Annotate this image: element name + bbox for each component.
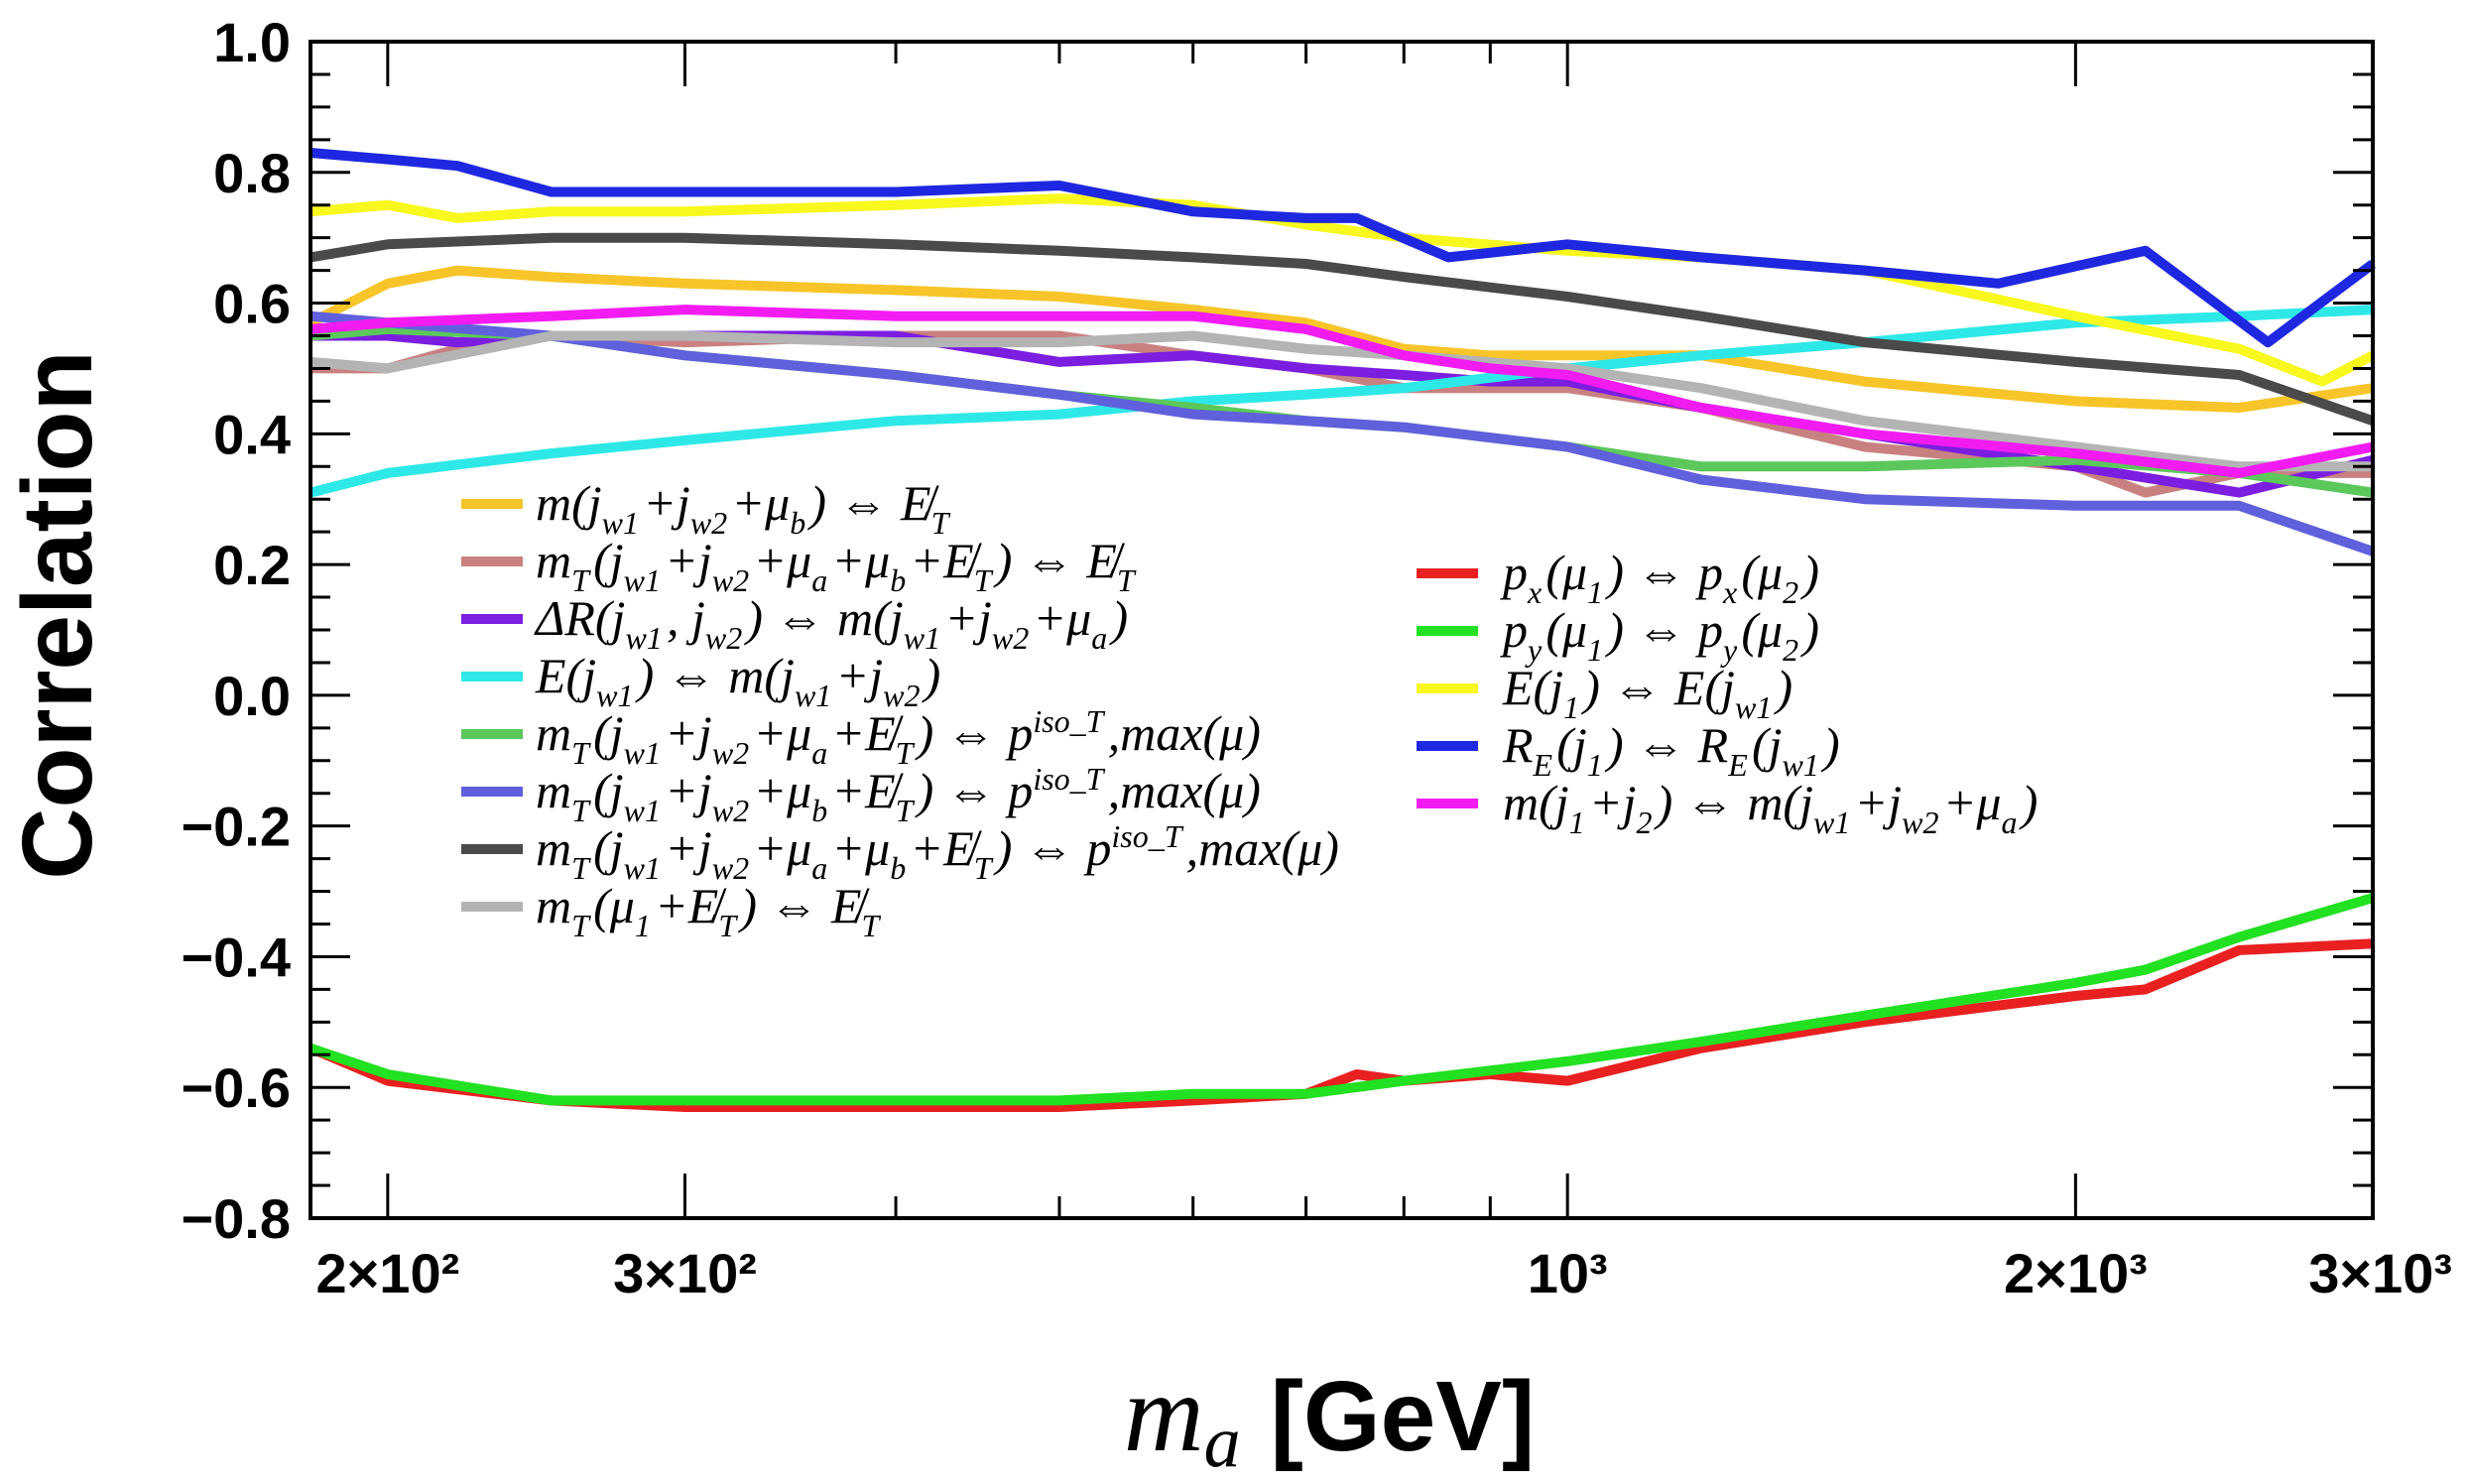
y-tick-label: −0.2 [181,796,291,858]
legend-label: m(jw1 +jw2 +μb ) ⇔ E̸T [536,475,953,541]
series-line-0 [308,265,2374,413]
legend-label: mT (jw1 +jw2 +μa +E̸T ) ⇔ piso_T ,max(μ) [536,703,1261,771]
axes-layer [309,40,2375,1220]
tick-labels: 1.0 0.8 0.6 0.4 0.2 0.0 −0.2 −0.4 −0.6 −0.8 2×10² 3… [181,11,2452,1304]
legend-label: E(j1 ) ⇔ E(jw1 ) [1502,660,1792,725]
y-tick-label: −0.4 [181,926,291,988]
y-tick-label: 0.2 [213,534,291,596]
legend-label: mT (jw1 +jw2 +μb +E̸T ) ⇔ piso_T ,max(μ) [536,761,1261,828]
legend-label: mT (jw1 +jw2 +μa +μb +E̸T ) ⇔ piso_T ,ma… [536,818,1339,886]
series-line-11 [309,148,2376,348]
y-axis-title: Correlation [2,350,113,879]
legend-label: RE (j1 ) ⇔ RE (jw1 ) [1502,717,1840,783]
y-tick-label: −0.6 [181,1056,291,1119]
legend-entry: E(jw1 ) ⇔ m(jw1 +jw2 ) [461,648,940,713]
x-tick-label: 3×10³ [2308,1242,2452,1304]
series-layer [308,148,2376,1112]
y-tick-label: 0.0 [213,665,291,727]
legend-entry: mT (jw1 +jw2 +μa +μb +E̸T ) ⇔ piso_T ,ma… [461,818,1339,886]
series-line-7 [309,330,2373,472]
y-tick-label: 1.0 [213,11,291,73]
x-axis-title: ma [GeV] [1124,1352,1536,1483]
legend-entry: RE (j1 ) ⇔ RE (jw1 ) [1417,717,1840,783]
legend-label: px (μ1 ) ⇔ px (μ2 ) [1500,545,1819,610]
legend-label: ΔR(jw1 , jw2 ) ⇔ m(jw1 +jw2 +μa ) [534,590,1128,656]
legend-label: m(j1 +j2 ) ⇔ m(jw1 +jw2 +μa ) [1503,775,2038,840]
legend-entry: ΔR(jw1 , jw2 ) ⇔ m(jw1 +jw2 +μa ) [461,590,1128,656]
series-line-5 [309,310,2375,556]
legend-label: mT (μ1 +E̸T ) ⇔ E̸T [536,878,884,943]
legend-entry: m(j1 +j2 ) ⇔ m(jw1 +jw2 +μa ) [1417,775,2038,840]
series-line-9 [309,893,2375,1106]
legend-entry: mT (jw1 +jw2 +μb +E̸T ) ⇔ piso_T ,max(μ) [461,761,1261,828]
legend-entry: mT (jw1 +jw2 +μa +μb +E̸T ) ⇔ E̸T [461,533,1139,598]
series-line-10 [309,193,2376,387]
x-tick-label: 3×10² [613,1242,757,1304]
y-tick-label: 0.4 [213,403,291,465]
series-line-6 [309,232,2375,426]
y-tick-label: 0.6 [213,273,291,335]
x-tick-label: 2×10³ [2004,1242,2148,1304]
y-tick-label: 0.8 [213,142,291,204]
legend-entry: py (μ1 ) ⇔ py (μ2 ) [1417,602,1819,668]
legend-label: py (μ1 ) ⇔ py (μ2 ) [1500,602,1819,668]
x-tick-label: 2×10² [315,1242,459,1304]
legend: m(jw1 +jw2 +μb ) ⇔ E̸T mT (jw1 +jw2 +μa … [461,475,2038,943]
legend-entry: E(j1 ) ⇔ E(jw1 ) [1417,660,1792,725]
x-tick-label: 10³ [1528,1242,1608,1304]
series-line-3 [309,305,2374,498]
legend-entry: m(jw1 +jw2 +μb ) ⇔ E̸T [461,475,953,541]
series-line-12 [309,305,2374,478]
y-tick-label: −0.8 [181,1187,291,1250]
legend-entry: mT (jw1 +jw2 +μa +E̸T ) ⇔ piso_T ,max(μ) [461,703,1261,771]
legend-entry: mT (μ1 +E̸T ) ⇔ E̸T [461,878,884,943]
legend-entry: px (μ1 ) ⇔ px (μ2 ) [1417,545,1819,610]
series-line-8 [309,938,2374,1112]
legend-label: mT (jw1 +jw2 +μa +μb +E̸T ) ⇔ E̸T [536,533,1139,598]
legend-label: E(jw1 ) ⇔ m(jw1 +jw2 ) [535,648,940,713]
